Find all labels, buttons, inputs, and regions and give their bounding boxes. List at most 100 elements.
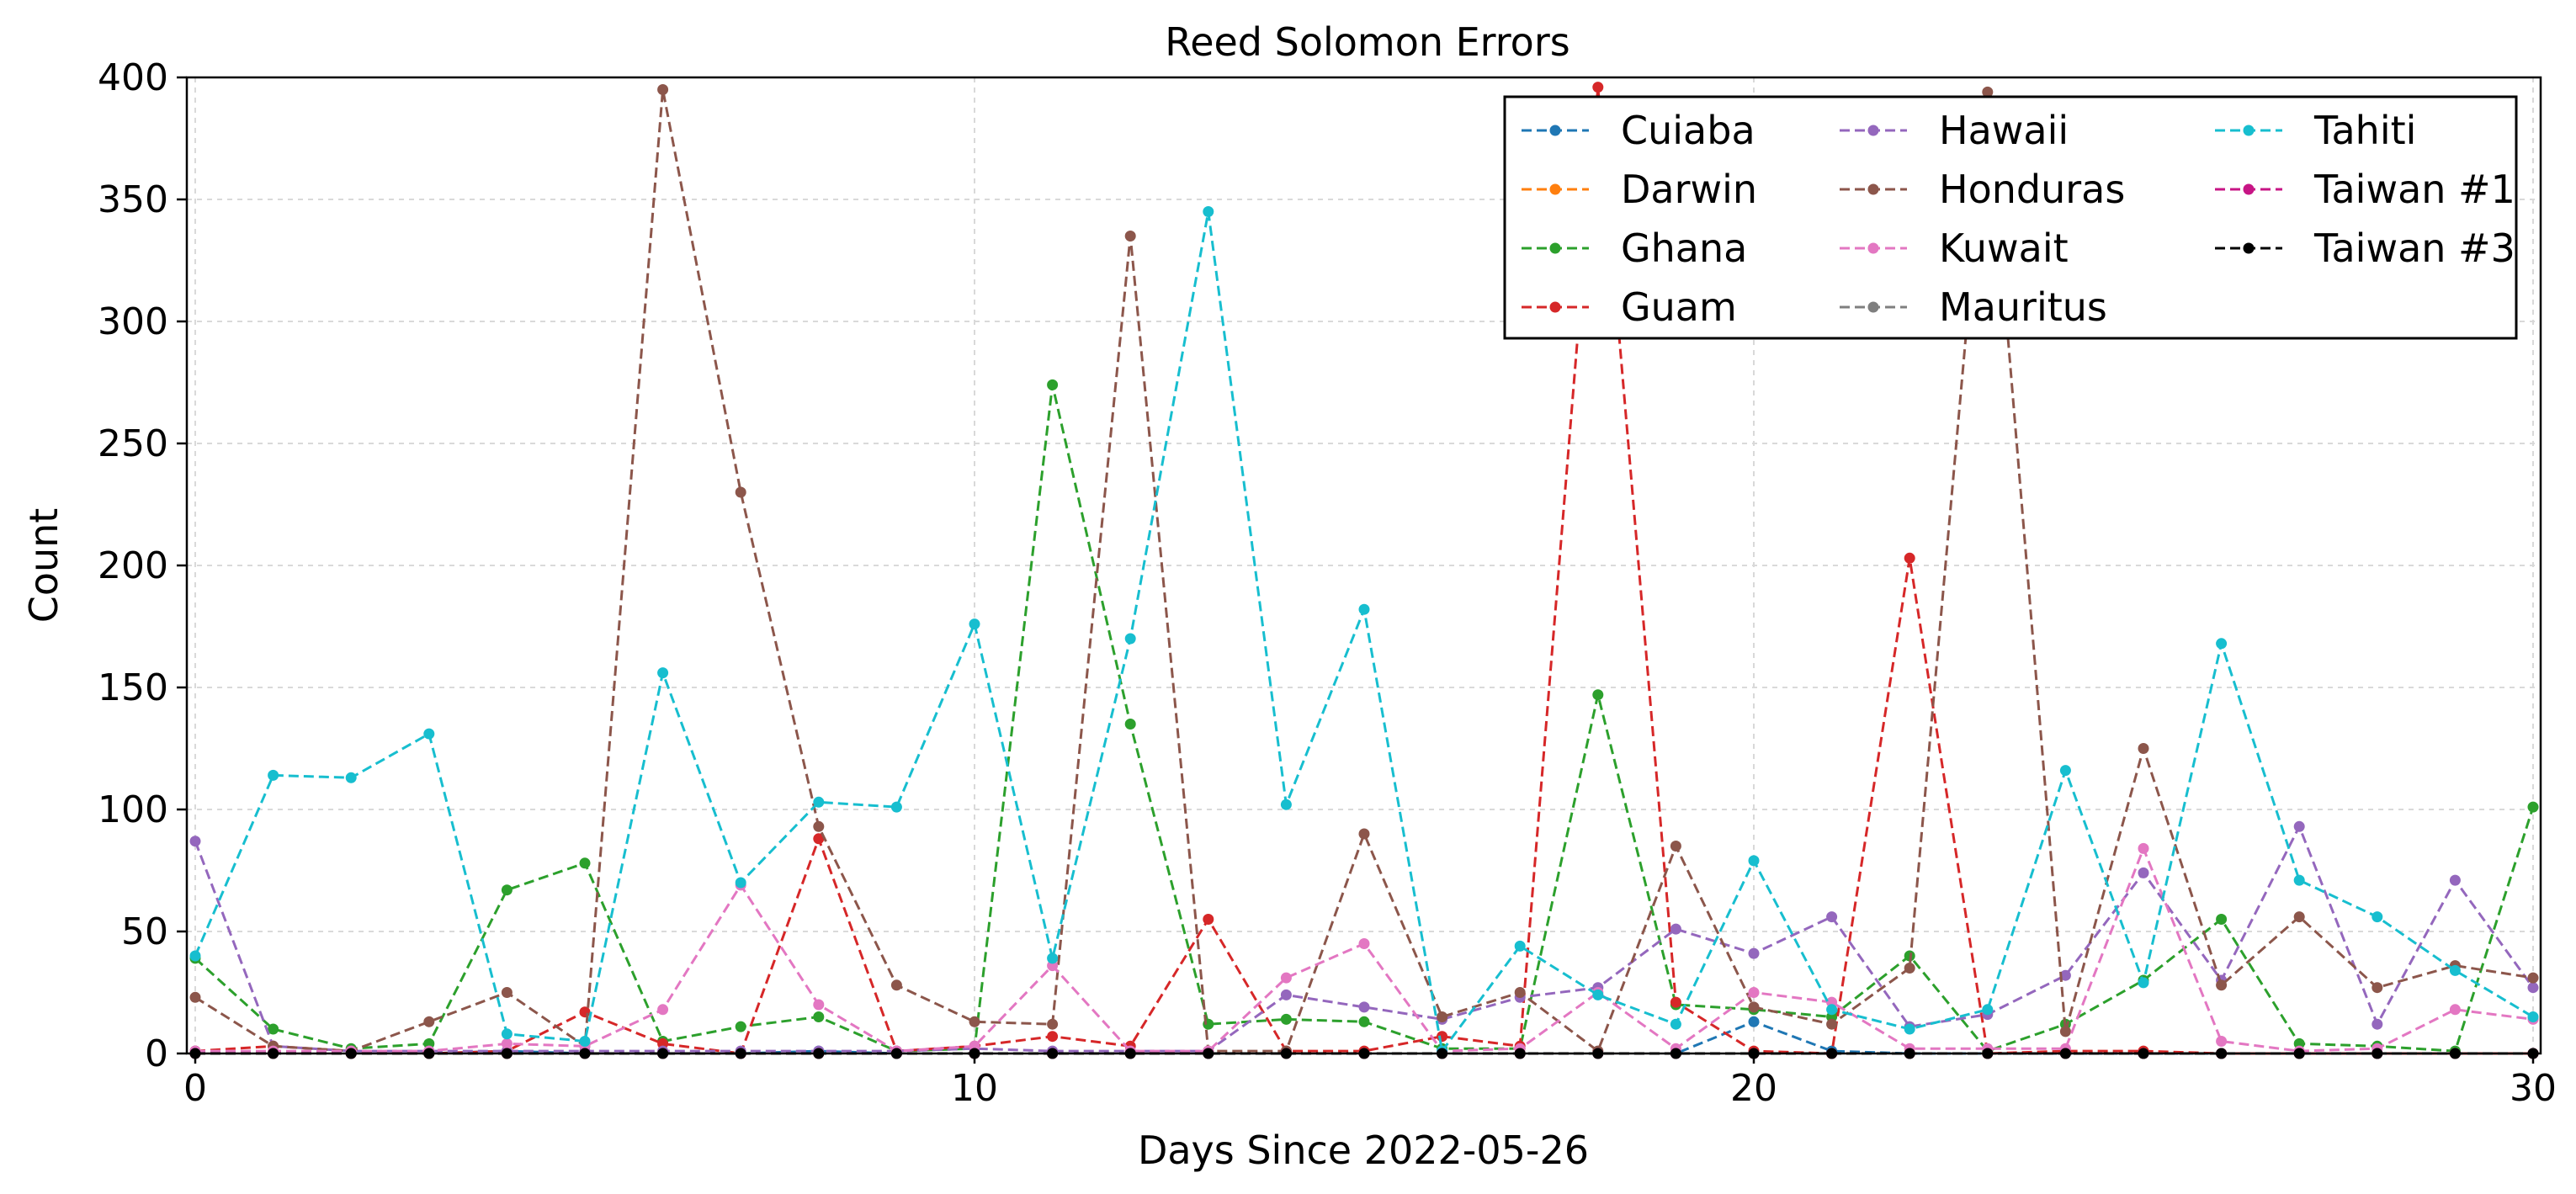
legend-marker xyxy=(1549,183,1561,195)
data-point-tahiti xyxy=(1670,1018,1681,1030)
data-point-tahiti xyxy=(579,1036,591,1047)
data-point-tahiti xyxy=(735,877,746,889)
series-line-ghana xyxy=(194,385,2535,1053)
data-point-tahiti xyxy=(1124,633,1136,645)
data-point-tahiti xyxy=(1514,940,1526,952)
data-point-ghana xyxy=(1280,1013,1292,1025)
data-point-guam xyxy=(1670,996,1681,1008)
data-point-kuwait xyxy=(1748,987,1760,998)
legend-item-hawaii: Hawaii xyxy=(1840,108,2069,153)
legend: Cuiaba Darwin Ghana Guam Hawaii Honduras Kuwai… xyxy=(1503,95,2518,340)
data-point-tahiti xyxy=(345,772,357,783)
data-point-honduras xyxy=(2138,743,2149,754)
series-ghana xyxy=(189,379,2539,1057)
chart-title: Reed Solomon Errors xyxy=(1165,19,1570,65)
data-point-tahiti xyxy=(1904,1023,1915,1035)
data-point-honduras xyxy=(2372,982,2383,994)
data-point-honduras xyxy=(501,987,513,998)
data-point-hawaii xyxy=(2293,820,2305,832)
data-point-honduras xyxy=(1514,987,1526,998)
x-tick-label: 30 xyxy=(2510,1067,2557,1110)
data-point-honduras xyxy=(813,820,825,832)
y-tick-label: 50 xyxy=(121,910,168,953)
data-point-ghana xyxy=(1592,689,1604,701)
data-point-honduras xyxy=(2293,911,2305,923)
data-point-ghana xyxy=(501,884,513,896)
data-point-guam xyxy=(1047,1031,1059,1043)
data-point-tahiti xyxy=(268,769,279,781)
legend-label: Taiwan #3 xyxy=(2313,226,2515,271)
legend-item-tahiti: Tahiti xyxy=(2215,108,2416,153)
legend-marker xyxy=(2243,125,2255,136)
legend-label: Darwin xyxy=(1621,167,1757,212)
x-axis-label: Days Since 2022-05-26 xyxy=(1138,1128,1589,1173)
data-point-honduras xyxy=(1358,828,1370,840)
data-point-hawaii xyxy=(1280,989,1292,1000)
y-tick-label: 100 xyxy=(98,788,168,831)
legend-label: Hawaii xyxy=(1939,108,2069,153)
data-point-kuwait xyxy=(2216,1036,2228,1047)
data-point-hawaii xyxy=(2527,982,2539,994)
data-point-kuwait xyxy=(657,1004,669,1016)
data-point-ghana xyxy=(2527,801,2539,813)
data-point-tahiti xyxy=(1982,1004,1994,1016)
x-tick-label: 10 xyxy=(951,1067,998,1110)
x-tick-label: 20 xyxy=(1730,1067,1777,1110)
data-point-tahiti xyxy=(813,796,825,808)
y-tick-label: 0 xyxy=(145,1032,168,1075)
data-point-honduras xyxy=(1124,231,1136,241)
legend-label: Tahiti xyxy=(2313,108,2416,153)
data-point-kuwait xyxy=(1280,972,1292,984)
legend-marker xyxy=(2243,242,2255,254)
legend-marker xyxy=(2243,183,2255,195)
y-tick-label: 350 xyxy=(98,178,168,221)
legend-item-kuwait: Kuwait xyxy=(1840,226,2069,271)
data-point-ghana xyxy=(579,857,591,869)
data-point-ghana xyxy=(1124,719,1136,730)
legend-item-cuiaba: Cuiaba xyxy=(1522,108,1755,153)
data-point-tahiti xyxy=(2059,765,2071,777)
data-point-tahiti xyxy=(969,618,980,630)
data-point-guam xyxy=(1904,552,1915,564)
x-axis: 0 10 20 30 xyxy=(183,1053,2557,1110)
data-point-honduras xyxy=(657,84,669,95)
data-point-tahiti xyxy=(501,1028,513,1040)
legend-marker xyxy=(1867,301,1879,313)
legend-label: Honduras xyxy=(1939,167,2125,212)
data-point-hawaii xyxy=(2138,867,2149,878)
data-point-hawaii xyxy=(2449,874,2461,886)
data-point-honduras xyxy=(735,486,746,498)
data-point-tahiti xyxy=(1280,799,1292,810)
legend-marker xyxy=(1867,125,1879,136)
data-point-kuwait xyxy=(2449,1004,2461,1016)
data-point-honduras xyxy=(1826,1018,1838,1030)
data-point-tahiti xyxy=(423,728,435,740)
data-point-honduras xyxy=(1982,86,1994,98)
data-point-honduras xyxy=(189,991,201,1003)
legend-label: Cuiaba xyxy=(1621,108,1755,153)
legend-item-honduras: Honduras xyxy=(1840,167,2125,212)
data-point-cuiaba xyxy=(1748,1016,1760,1027)
legend-marker xyxy=(1867,242,1879,254)
data-point-hawaii xyxy=(1748,947,1760,959)
data-point-ghana xyxy=(1358,1016,1370,1027)
legend-item-taiwan-3: Taiwan #3 xyxy=(2215,226,2515,271)
data-point-guam xyxy=(813,833,825,845)
data-point-honduras xyxy=(2527,972,2539,984)
data-point-hawaii xyxy=(1358,1001,1370,1013)
data-point-tahiti xyxy=(1047,953,1059,964)
data-point-kuwait xyxy=(501,1037,513,1049)
y-tick-label: 250 xyxy=(98,422,168,465)
legend-marker xyxy=(1549,125,1561,136)
data-point-tahiti xyxy=(657,667,669,679)
data-point-honduras xyxy=(890,979,902,991)
data-point-kuwait xyxy=(1358,938,1370,949)
data-point-honduras xyxy=(969,1016,980,1027)
legend-label: Ghana xyxy=(1621,226,1747,271)
data-point-honduras xyxy=(1437,1011,1448,1022)
data-point-tahiti xyxy=(2372,911,2383,923)
data-point-hawaii xyxy=(2059,969,2071,981)
data-point-honduras xyxy=(1670,841,1681,852)
y-tick-label: 200 xyxy=(98,544,168,587)
legend-item-taiwan-1: Taiwan #1 xyxy=(2215,167,2515,212)
